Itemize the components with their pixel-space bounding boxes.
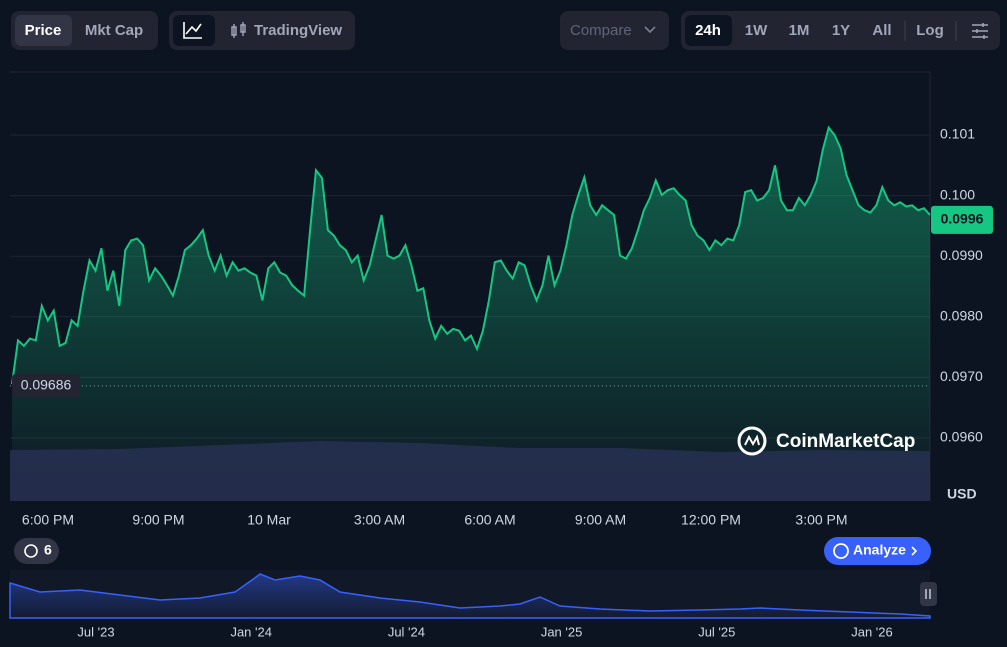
watermark-logo	[737, 426, 767, 456]
overview-label: Jul '25	[698, 624, 735, 639]
x-tick-label: 6:00 AM	[464, 512, 515, 528]
compare-label[interactable]: Compare	[570, 22, 632, 39]
overview-label: Jul '24	[388, 624, 425, 639]
current-price-box	[931, 205, 993, 234]
overview-line	[9, 573, 931, 619]
price-line	[11, 125, 931, 385]
x-tick-label: 3:00 AM	[354, 512, 405, 528]
history-icon	[24, 544, 38, 558]
settings-icon[interactable]	[972, 23, 988, 39]
range-active	[685, 15, 732, 46]
y-tick-label: 0.100	[940, 186, 975, 202]
x-tick-label: 12:00 PM	[681, 512, 741, 528]
watermark-logo-mark	[744, 434, 760, 447]
chevron	[644, 26, 656, 34]
analyze-icon	[833, 543, 849, 559]
mktcap-label[interactable]: Mkt Cap	[85, 22, 143, 39]
range-button[interactable]: 1W	[745, 22, 768, 39]
price-label[interactable]: Price	[25, 22, 62, 39]
candle-icon	[231, 22, 246, 38]
y-tick-label: 0.0990	[940, 247, 983, 263]
range-group	[681, 11, 1000, 50]
handle-grip	[925, 589, 931, 599]
volume-area	[10, 441, 930, 501]
overview-label: Jan '25	[541, 624, 583, 639]
y-tick-label: 0.101	[940, 126, 975, 142]
watermark: CoinMarketCap	[737, 426, 915, 456]
overview-label: Jan '26	[851, 624, 893, 639]
line-icon	[183, 22, 202, 39]
analyze-button[interactable]	[824, 537, 931, 565]
analyze-chevron	[911, 546, 918, 556]
range-button[interactable]: All	[872, 22, 891, 39]
x-tick-label: 6:00 PM	[22, 512, 74, 528]
line-view-button[interactable]	[173, 15, 215, 46]
y-tick-label: 0.0980	[940, 307, 983, 323]
x-tick-label: 9:00 PM	[132, 512, 184, 528]
view-group	[169, 11, 355, 50]
price-area	[12, 127, 930, 501]
open-price-box	[12, 373, 80, 398]
history-count[interactable]: 6	[44, 542, 52, 558]
y-tick-label: 0.0970	[940, 368, 983, 384]
analyze-label[interactable]: Analyze	[853, 542, 906, 558]
tradingview-label[interactable]: TradingView	[254, 22, 342, 39]
x-tick-label: 10 Mar	[247, 512, 291, 528]
y-unit: USD	[947, 486, 977, 502]
current-price-label: 0.0996	[941, 211, 984, 227]
overview-label: Jul '23	[77, 624, 114, 639]
x-tick-label: 3:00 PM	[795, 512, 847, 528]
open-price-label: 0.09686	[21, 377, 72, 393]
x-tick-label: 9:00 AM	[575, 512, 626, 528]
y-tick-label: 0.0960	[940, 429, 983, 445]
range-button[interactable]: 1Y	[832, 22, 850, 39]
range-button[interactable]: 1M	[789, 22, 810, 39]
compare-button[interactable]	[560, 11, 669, 50]
log-button[interactable]: Log	[916, 22, 944, 39]
overview-label: Jan '24	[230, 624, 272, 639]
price-button[interactable]	[15, 15, 72, 46]
range-button[interactable]: 24h	[695, 22, 721, 39]
watermark-text: CoinMarketCap	[776, 431, 915, 452]
overview-handle[interactable]	[920, 582, 937, 606]
